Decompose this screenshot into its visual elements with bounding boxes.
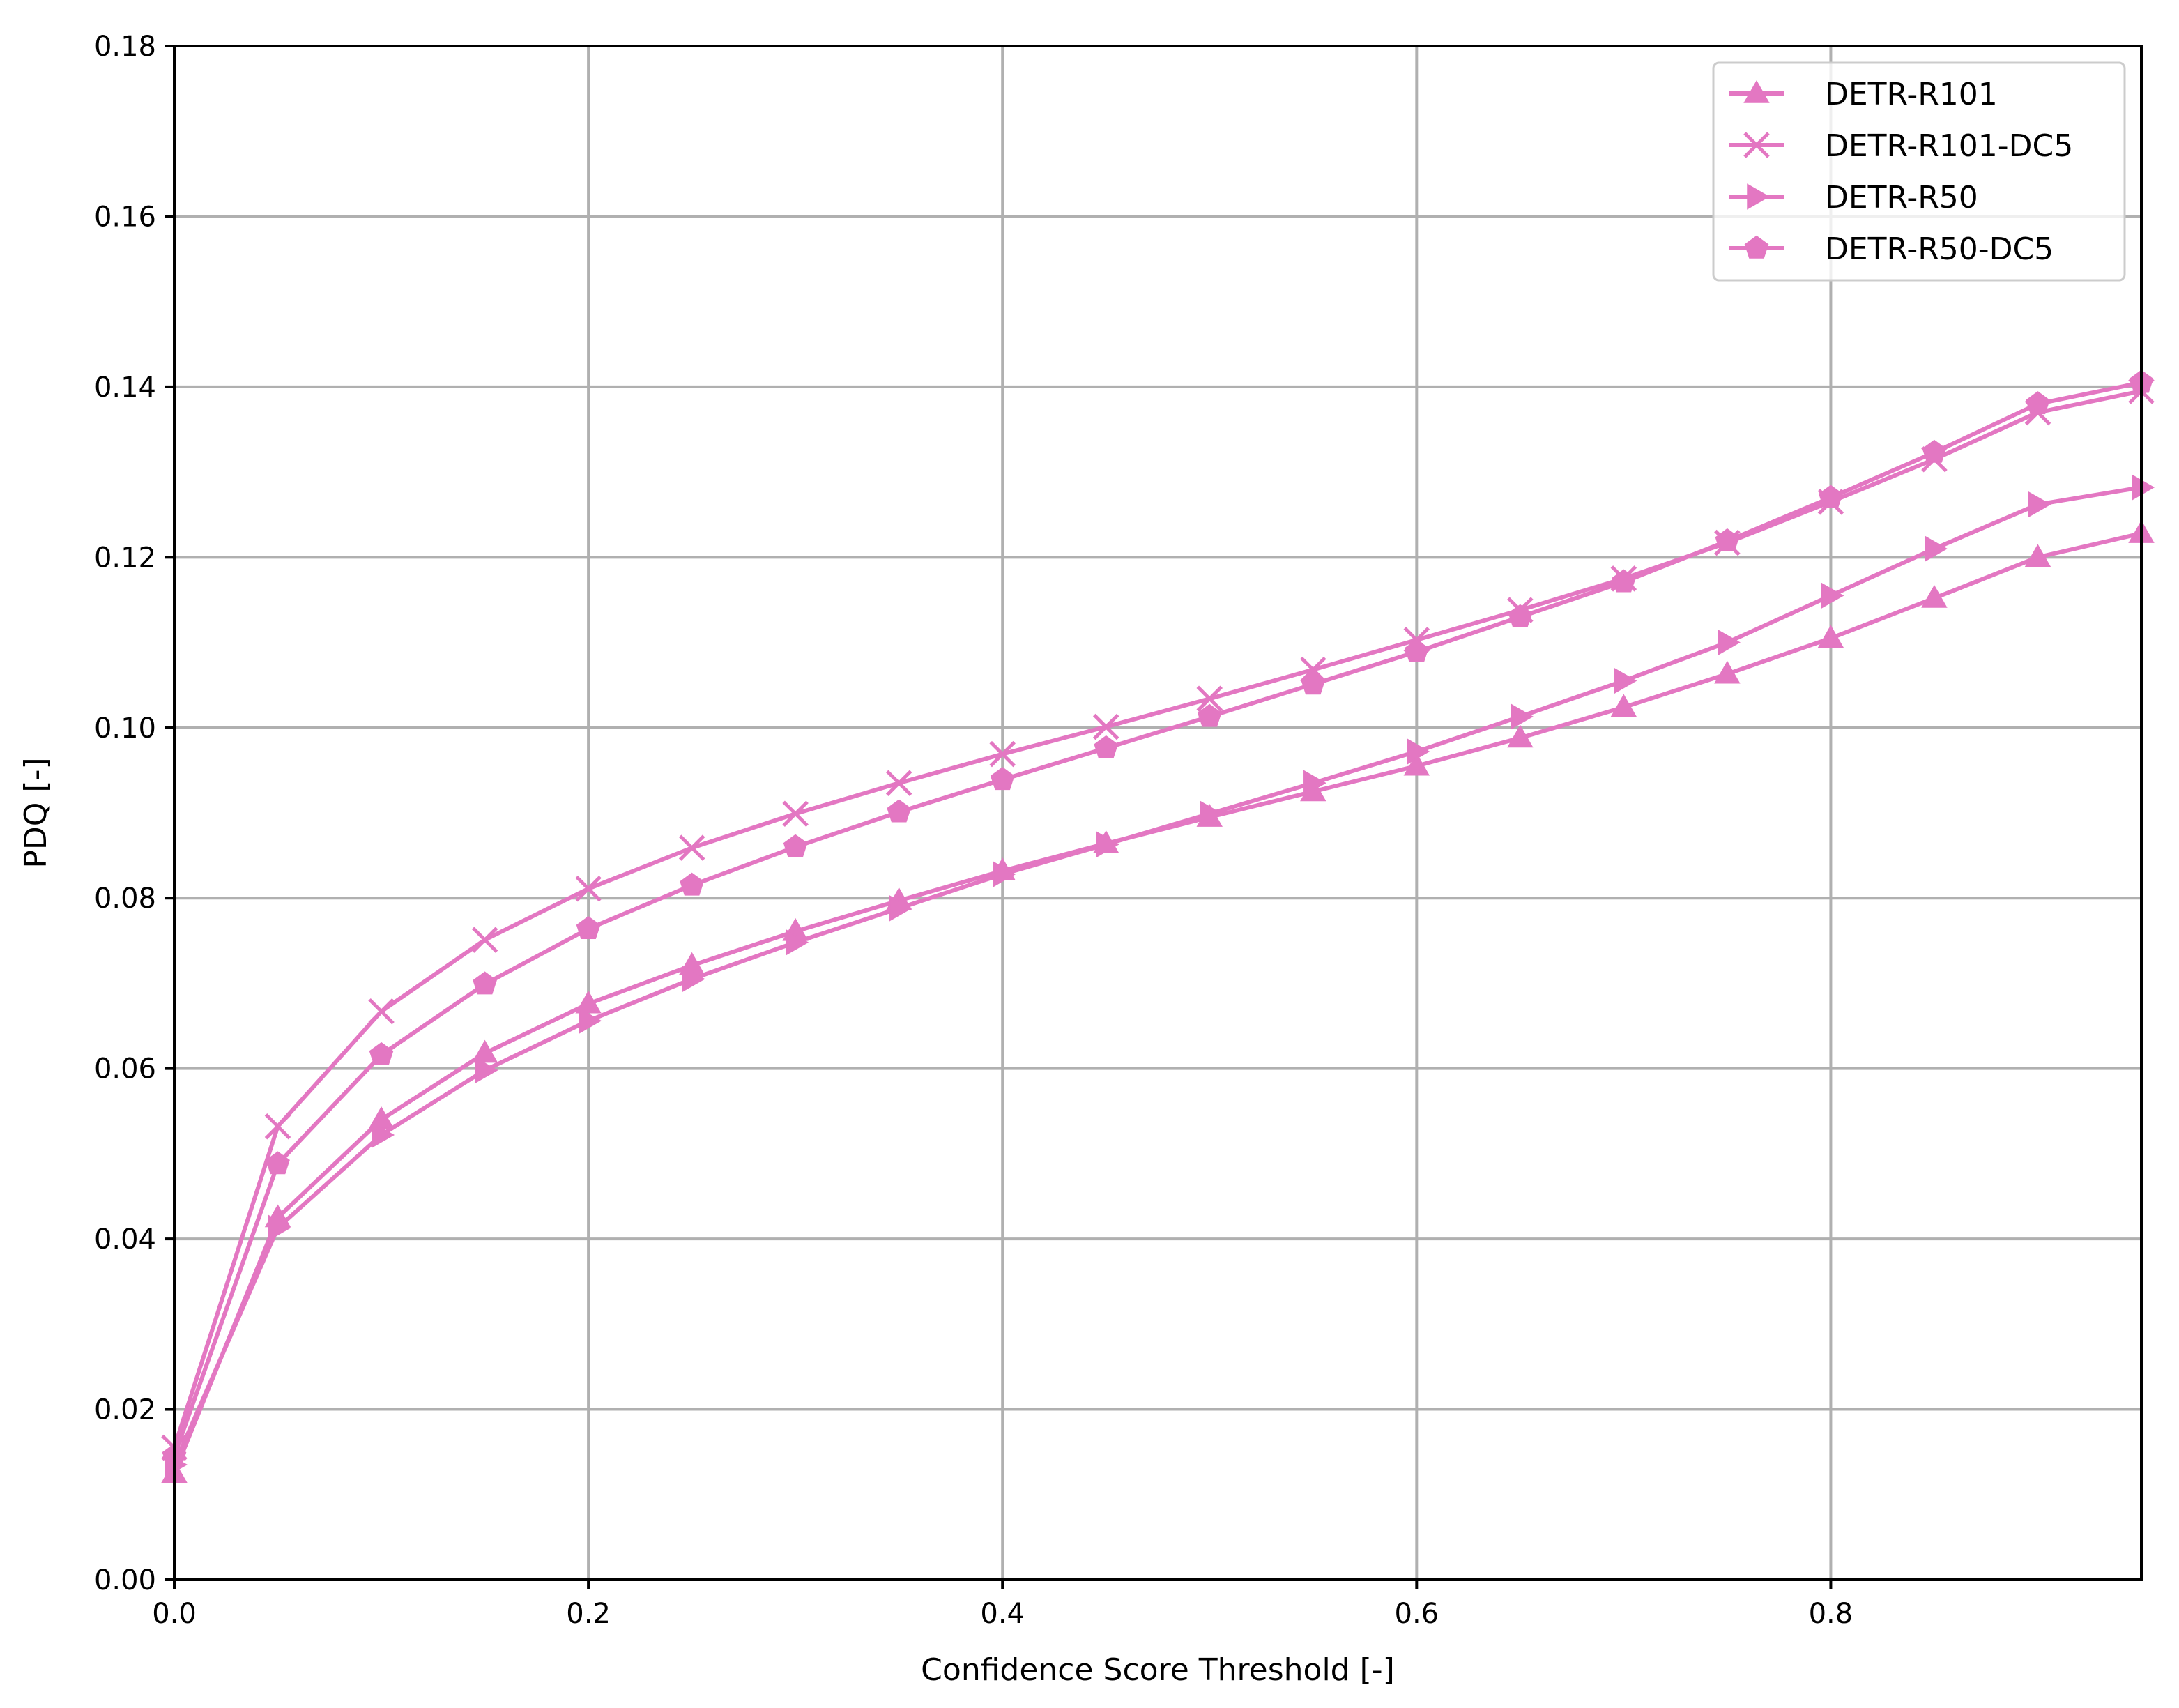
y-tick-label: 0.06 bbox=[94, 1053, 156, 1085]
data-point bbox=[1715, 528, 1740, 551]
data-point bbox=[1096, 831, 1119, 857]
data-point bbox=[1612, 569, 1636, 593]
series-line bbox=[172, 531, 2143, 1476]
data-point bbox=[1507, 724, 1534, 748]
data-point bbox=[1925, 535, 1948, 562]
data-point bbox=[1821, 582, 1844, 609]
data-point bbox=[1511, 703, 1534, 730]
data-point bbox=[887, 799, 912, 823]
data-point bbox=[680, 872, 704, 896]
data-point bbox=[576, 915, 601, 939]
legend-label: DETR-R101 bbox=[1825, 77, 1998, 112]
data-point bbox=[1718, 629, 1741, 656]
axes-frame bbox=[173, 45, 2143, 1581]
legend-marker bbox=[1743, 132, 1770, 158]
x-axis-label: Confidence Score Threshold [-] bbox=[921, 1652, 1395, 1688]
x-tick-label: 0.4 bbox=[980, 1598, 1025, 1630]
data-point bbox=[678, 834, 705, 861]
x-tick-label: 0.2 bbox=[566, 1598, 611, 1630]
legend-label: DETR-R50-DC5 bbox=[1825, 231, 2054, 267]
data-point bbox=[885, 770, 912, 796]
series-line bbox=[172, 380, 2143, 1458]
data-point bbox=[471, 1039, 498, 1063]
data-point bbox=[1614, 667, 1637, 694]
data-point bbox=[368, 998, 395, 1025]
data-point bbox=[889, 895, 912, 922]
y-tick-label: 0.00 bbox=[94, 1564, 156, 1596]
y-tick-label: 0.04 bbox=[94, 1223, 156, 1256]
data-point bbox=[786, 929, 809, 956]
data-point bbox=[1921, 584, 1948, 608]
series-line bbox=[172, 485, 2143, 1467]
data-point bbox=[372, 1122, 395, 1148]
y-tick-label: 0.18 bbox=[94, 31, 156, 63]
data-point bbox=[989, 740, 1016, 768]
data-point bbox=[1196, 685, 1223, 712]
series-layer bbox=[161, 369, 2155, 1483]
data-point bbox=[473, 971, 497, 995]
series-detr-r50-dc5 bbox=[162, 369, 2154, 1467]
data-point bbox=[369, 1042, 394, 1065]
legend-box bbox=[1712, 61, 2126, 282]
data-point bbox=[1407, 738, 1430, 765]
series-detr-r50 bbox=[165, 474, 2155, 1478]
legend-entry: DETR-R50 bbox=[1729, 180, 1978, 215]
legend-marker bbox=[1744, 235, 1769, 259]
data-point bbox=[1094, 735, 1119, 758]
y-tick-label: 0.08 bbox=[94, 883, 156, 915]
legend-marker bbox=[1747, 183, 1771, 210]
series-line bbox=[172, 389, 2143, 1450]
data-point bbox=[682, 966, 705, 993]
data-point bbox=[1714, 660, 1741, 684]
data-point bbox=[575, 876, 602, 902]
data-point bbox=[1610, 694, 1637, 717]
data-point bbox=[1817, 625, 1844, 648]
data-point bbox=[1303, 770, 1326, 796]
legend-entry: DETR-R50-DC5 bbox=[1729, 231, 2054, 267]
data-point bbox=[1197, 703, 1222, 727]
data-point bbox=[475, 1057, 498, 1083]
data-point bbox=[579, 1007, 602, 1034]
x-tick-label: 0.0 bbox=[152, 1598, 197, 1630]
data-point bbox=[471, 927, 498, 953]
y-axis-label: PDQ [-] bbox=[18, 757, 54, 868]
y-tick-label: 0.12 bbox=[94, 542, 156, 574]
legend-label: DETR-R50 bbox=[1825, 180, 1978, 215]
y-tick-label: 0.16 bbox=[94, 201, 156, 233]
data-point bbox=[2028, 491, 2051, 518]
data-point bbox=[1092, 713, 1119, 740]
data-point bbox=[1403, 752, 1430, 776]
data-point bbox=[990, 767, 1015, 791]
data-point bbox=[1819, 485, 1843, 508]
legend-label: DETR-R101-DC5 bbox=[1825, 128, 2073, 164]
data-point bbox=[783, 834, 808, 857]
legend-items: DETR-R101 DETR-R101-DC5 DETR-R50 DETR-R50-D… bbox=[1729, 77, 2073, 267]
y-tick-label: 0.02 bbox=[94, 1394, 156, 1426]
legend-entry: DETR-R101-DC5 bbox=[1729, 128, 2073, 164]
ticks: 0.0 0.2 0.4 0.6 0.8 0.00 0.02 0.04 0.06 0.08 0.10 0… bbox=[94, 31, 1853, 1630]
data-point bbox=[1404, 639, 1429, 662]
data-point bbox=[1922, 439, 1947, 463]
x-tick-label: 0.8 bbox=[1809, 1598, 1853, 1630]
data-point bbox=[266, 1151, 290, 1175]
data-point bbox=[993, 861, 1016, 887]
data-point bbox=[575, 990, 602, 1014]
y-tick-label: 0.14 bbox=[94, 372, 156, 404]
data-point bbox=[1508, 604, 1533, 627]
data-point bbox=[1301, 671, 1326, 695]
data-point bbox=[2024, 544, 2051, 567]
y-tick-label: 0.10 bbox=[94, 712, 156, 745]
data-point bbox=[782, 800, 809, 827]
data-point bbox=[2132, 474, 2155, 501]
legend-marker bbox=[1743, 79, 1770, 103]
data-point bbox=[268, 1214, 291, 1241]
data-point bbox=[1200, 800, 1223, 827]
series-detr-r101-dc5 bbox=[161, 378, 2155, 1461]
x-tick-label: 0.6 bbox=[1395, 1598, 1439, 1630]
legend-entry: DETR-R101 bbox=[1729, 77, 1998, 112]
legend: DETR-R101 DETR-R101-DC5 DETR-R50 DETR-R50-D… bbox=[1712, 61, 2126, 282]
data-point bbox=[264, 1113, 291, 1140]
data-point bbox=[2026, 391, 2050, 415]
